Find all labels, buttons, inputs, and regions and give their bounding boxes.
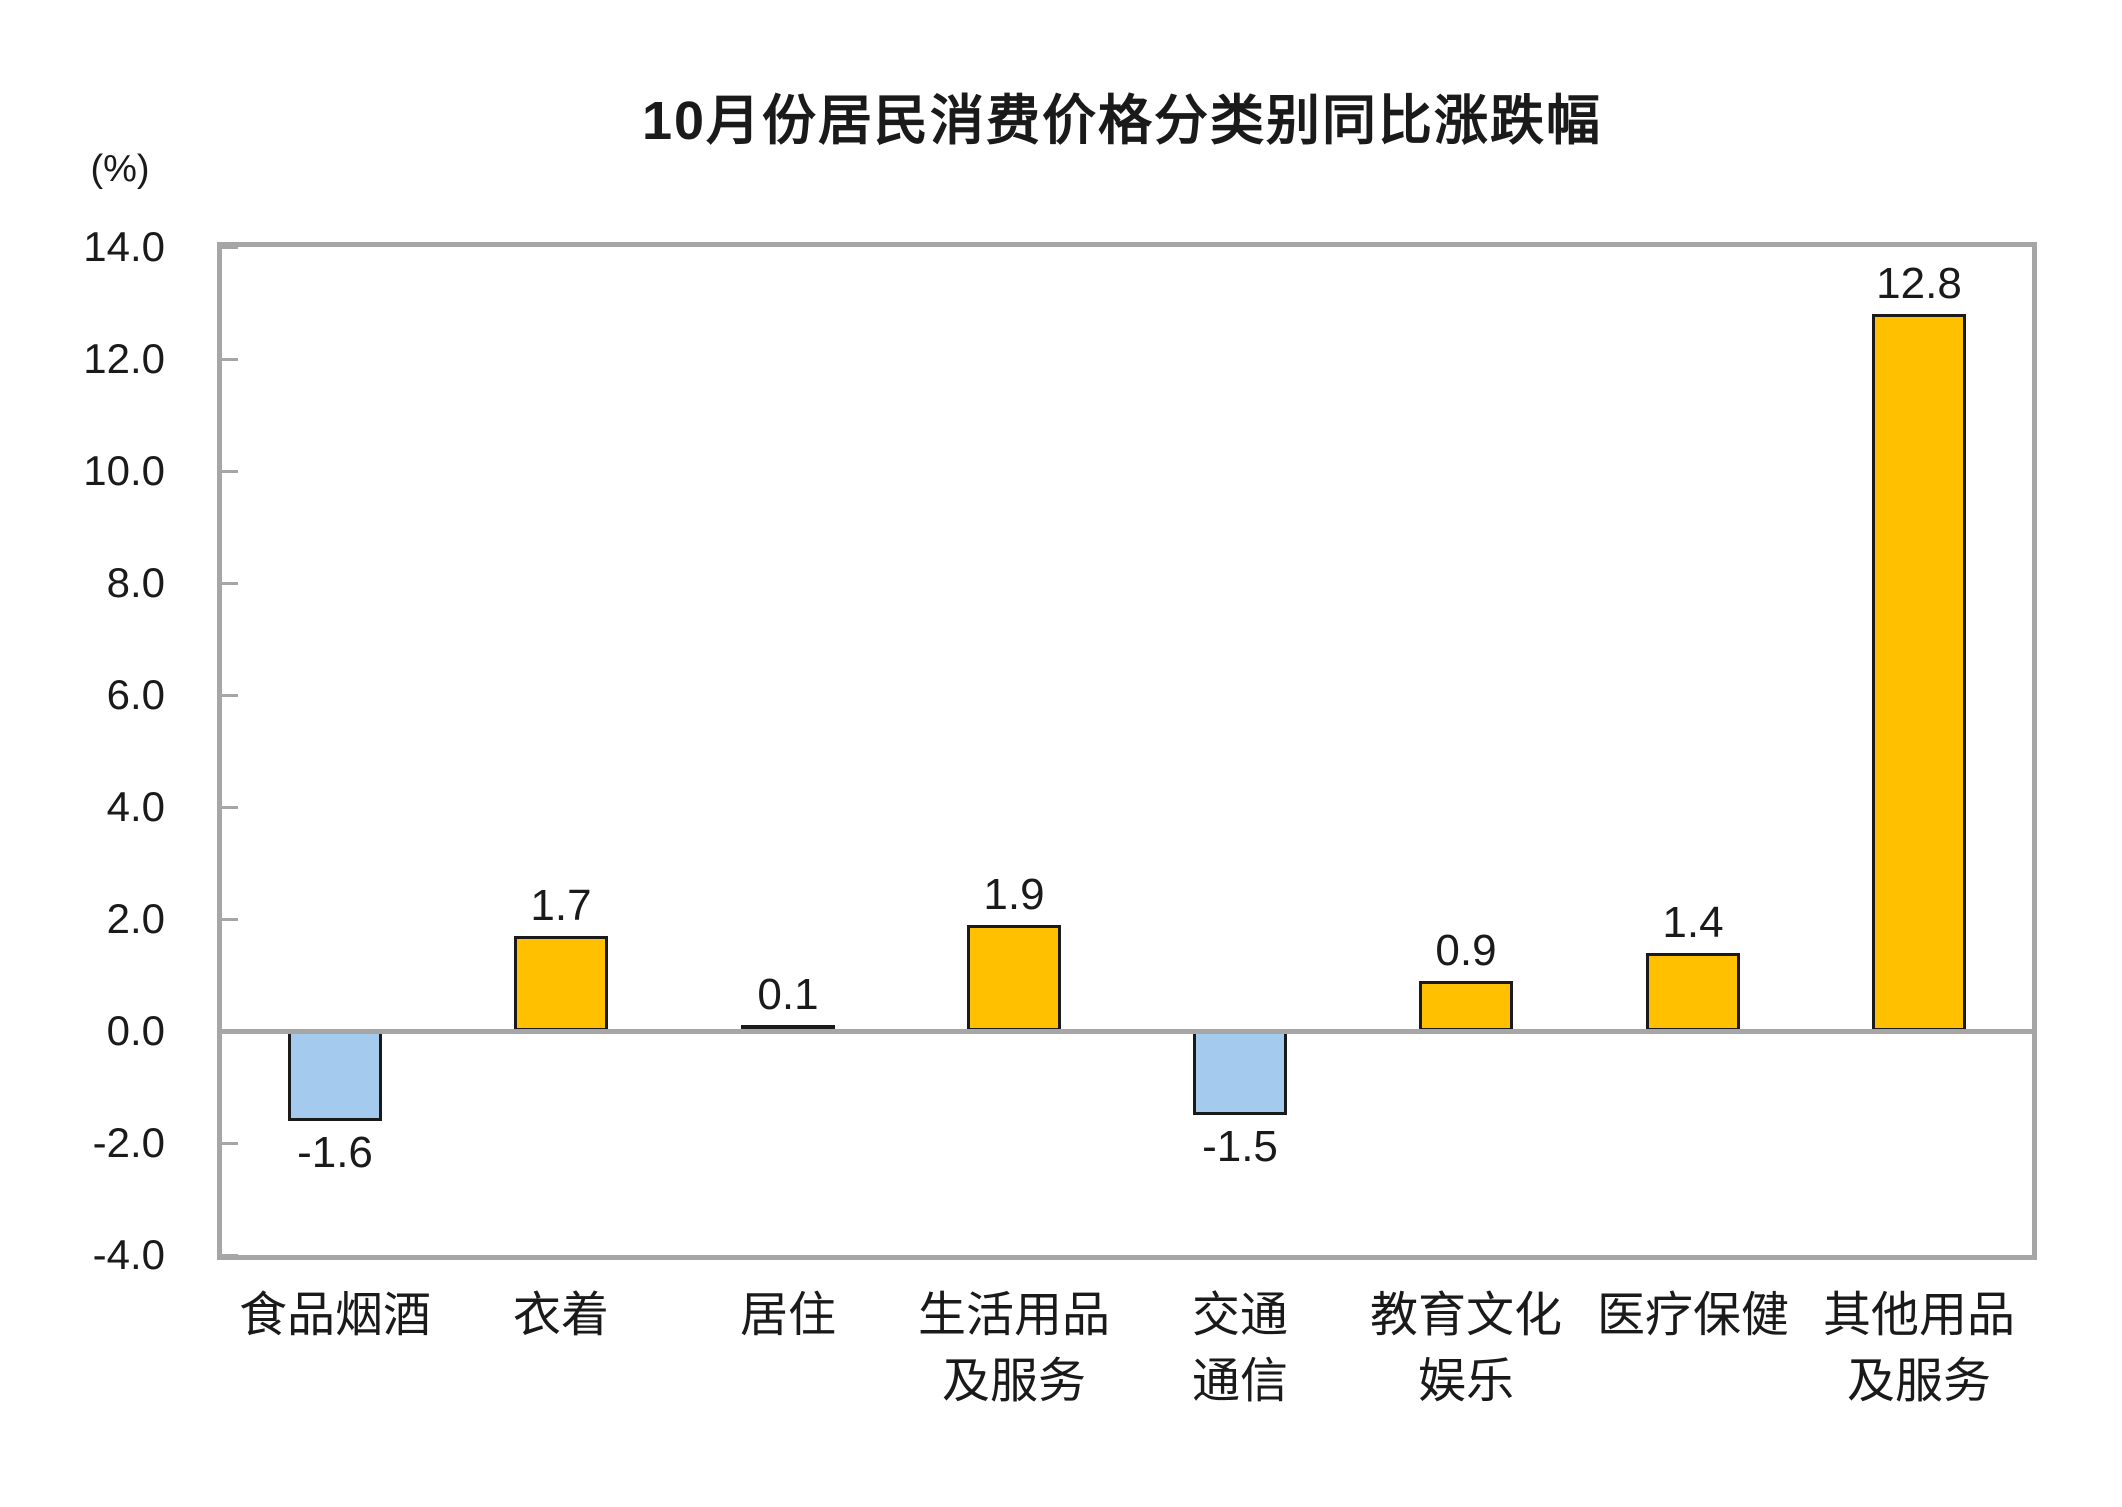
x-axis-label: 生活用品 及服务: [917, 1289, 1110, 1408]
x-axis-label: 教育文化 娱乐: [1369, 1289, 1562, 1408]
x-axis-label: 医疗保健: [1596, 1289, 1789, 1342]
y-tick-mark: [222, 694, 238, 697]
zero-gridline: [217, 1029, 2037, 1034]
x-axis-label: 食品烟酒: [238, 1289, 431, 1342]
bar: [288, 1031, 382, 1121]
bar: [967, 925, 1061, 1031]
y-tick-mark: [222, 918, 238, 921]
bar: [1872, 314, 1966, 1031]
bar-value-label: 1.4: [1662, 898, 1724, 947]
y-tick-mark: [222, 470, 238, 473]
y-tick-label: 10.0: [83, 447, 165, 494]
y-tick-label: 2.0: [106, 895, 165, 942]
bar: [1419, 981, 1513, 1031]
bar: [1646, 953, 1740, 1031]
bar-value-label: 1.7: [530, 881, 592, 930]
y-tick-label: 0.0: [106, 1007, 165, 1054]
bar-value-label: -1.5: [1202, 1122, 1278, 1171]
bar-value-label: 0.1: [757, 970, 819, 1019]
y-tick-label: 6.0: [106, 671, 165, 718]
y-tick-mark: [222, 806, 238, 809]
bar: [514, 936, 608, 1031]
y-tick-label: -2.0: [92, 1119, 165, 1166]
chart-title: 10月份居民消费价格分类别同比涨跌幅: [641, 91, 1603, 151]
y-tick-label: -4.0: [92, 1231, 165, 1278]
x-axis-label: 交通 通信: [1191, 1289, 1288, 1408]
y-axis-unit-label: (%): [90, 148, 150, 190]
y-tick-label: 14.0: [83, 223, 165, 270]
y-tick-label: 4.0: [106, 783, 165, 830]
bar-value-label: 1.9: [983, 870, 1045, 919]
x-axis-label: 衣着: [512, 1289, 609, 1342]
x-axis-label: 其他用品 及服务: [1822, 1289, 2015, 1408]
bar-value-label: 12.8: [1876, 259, 1962, 308]
y-tick-mark: [222, 246, 238, 249]
plot-area: [217, 242, 2037, 1260]
y-tick-mark: [222, 1142, 238, 1145]
bar: [1193, 1031, 1287, 1115]
x-axis-label: 居住: [739, 1289, 836, 1342]
bar-value-label: -1.6: [297, 1128, 373, 1177]
y-tick-label: 12.0: [83, 335, 165, 382]
bar-value-label: 0.9: [1435, 926, 1497, 975]
y-tick-mark: [222, 1254, 238, 1257]
y-tick-mark: [222, 358, 238, 361]
y-tick-label: 8.0: [106, 559, 165, 606]
y-tick-mark: [222, 582, 238, 585]
